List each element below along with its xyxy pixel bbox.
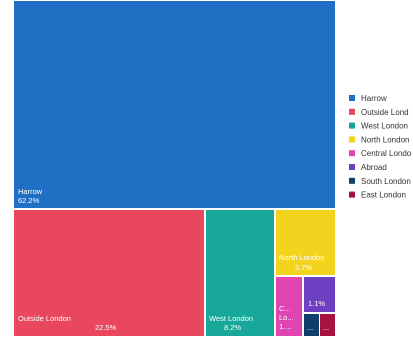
tile-label-west-london: West London xyxy=(209,314,253,323)
tile-rect-north-london[interactable] xyxy=(276,210,335,275)
tile-value-west-london: 8.2% xyxy=(224,323,241,332)
tile-value-outside-london: 22.5% xyxy=(95,323,117,332)
tile-rect-south-london[interactable] xyxy=(304,314,319,336)
tile-label-harrow: Harrow xyxy=(18,187,43,196)
tile-label-outside-london: Outside London xyxy=(18,314,71,323)
legend-swatch-north-london xyxy=(349,136,355,143)
tile-abroad[interactable]: 1.1% xyxy=(304,277,335,312)
tile-label-south-london: ... xyxy=(307,323,313,332)
legend: Harrow Outside Lond West London North Londo… xyxy=(349,94,412,200)
tile-line2-central-london: Lo... xyxy=(279,313,294,322)
legend-item-west-london[interactable]: West London xyxy=(349,122,408,131)
tile-label-central-london: C... xyxy=(279,304,291,313)
tile-rect-outside-london[interactable] xyxy=(14,210,204,336)
legend-item-outside-lond[interactable]: Outside Lond xyxy=(349,108,409,117)
tile-rect-abroad[interactable] xyxy=(304,277,335,312)
tile-rect-west-london[interactable] xyxy=(206,210,274,336)
legend-swatch-abroad xyxy=(349,164,355,170)
tile-rect-east-london[interactable] xyxy=(320,314,335,336)
legend-swatch-west-london xyxy=(349,122,355,129)
legend-swatch-outside-lond xyxy=(349,108,355,115)
tile-line3-central-london: 1.... xyxy=(279,322,292,331)
tile-rect-central-london[interactable] xyxy=(276,277,302,336)
legend-label-east-london: East London xyxy=(361,191,406,200)
tile-south-london[interactable]: ... xyxy=(304,314,319,336)
legend-swatch-central-londo xyxy=(349,150,355,157)
tile-east-london[interactable]: ... xyxy=(320,314,335,336)
tile-label-east-london: ... xyxy=(323,323,329,332)
legend-label-north-london: North London xyxy=(361,135,409,144)
legend-label-abroad: Abroad xyxy=(361,163,387,172)
tile-value-harrow: 62.2% xyxy=(18,196,40,205)
tile-label-north-london: North London xyxy=(279,253,324,262)
legend-label-harrow: Harrow xyxy=(361,94,387,103)
legend-swatch-harrow xyxy=(349,95,355,101)
legend-item-east-london[interactable]: East London xyxy=(349,191,406,200)
legend-item-harrow[interactable]: Harrow xyxy=(349,94,387,103)
legend-label-west-london: West London xyxy=(361,122,408,131)
legend-swatch-south-london xyxy=(349,177,355,184)
tile-value-abroad: 1.1% xyxy=(308,299,325,308)
legend-label-south-london: South London xyxy=(361,177,411,186)
legend-item-abroad[interactable]: Abroad xyxy=(349,163,387,172)
tile-value-north-london: 3.7% xyxy=(295,263,312,272)
legend-item-south-london[interactable]: South London xyxy=(349,177,411,186)
tile-outside-london[interactable]: Outside London 22.5% xyxy=(14,210,204,336)
legend-item-north-london[interactable]: North London xyxy=(349,135,409,144)
legend-item-central-londo[interactable]: Central Londo xyxy=(349,149,412,158)
tile-rect-harrow[interactable] xyxy=(14,1,335,208)
legend-label-central-londo: Central Londo xyxy=(361,149,412,158)
legend-label-outside-lond: Outside Lond xyxy=(361,108,409,117)
legend-swatch-east-london xyxy=(349,191,355,198)
tile-central-london[interactable]: C...Lo...1.... xyxy=(276,277,302,336)
